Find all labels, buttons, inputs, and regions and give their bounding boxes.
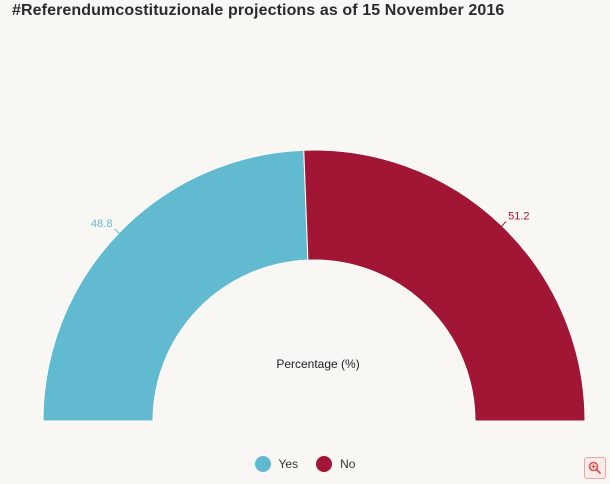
data-label-yes: 48.8 bbox=[91, 218, 112, 230]
data-labels-group: 48.8 51.2 bbox=[91, 210, 530, 236]
slice-yes[interactable] bbox=[42, 149, 309, 422]
chart-title: #Referendumcostituzionale projections as… bbox=[12, 2, 505, 19]
label-connector-no bbox=[499, 221, 507, 229]
legend: Yes No bbox=[0, 456, 610, 472]
center-label: Percentage (%) bbox=[276, 357, 359, 371]
slice-no[interactable] bbox=[303, 149, 586, 422]
slices-group bbox=[42, 149, 586, 422]
legend-label-no: No bbox=[340, 457, 356, 471]
legend-item-yes[interactable]: Yes bbox=[254, 456, 299, 472]
zoom-button[interactable] bbox=[584, 457, 606, 479]
label-connector-yes bbox=[114, 228, 122, 236]
legend-dot-yes bbox=[254, 456, 271, 472]
zoom-in-icon bbox=[588, 461, 602, 475]
legend-item-no[interactable]: No bbox=[316, 456, 355, 472]
legend-dot-no bbox=[316, 456, 333, 472]
legend-label-yes: Yes bbox=[278, 457, 299, 471]
data-label-no: 51.2 bbox=[508, 210, 529, 222]
